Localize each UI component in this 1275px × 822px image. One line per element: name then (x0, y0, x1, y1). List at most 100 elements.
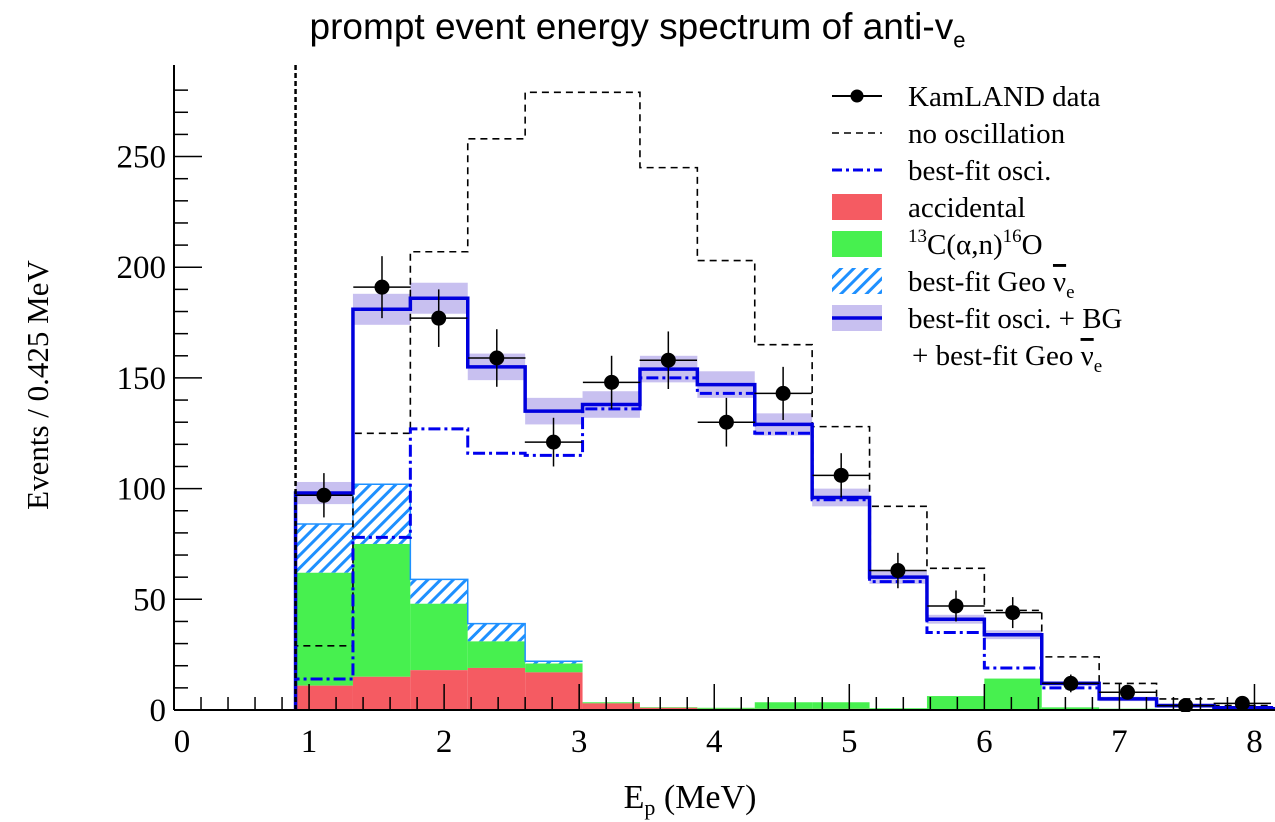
data-marker (948, 598, 964, 614)
data-point (984, 597, 1042, 629)
c13-bar (352, 543, 411, 677)
geo-bar (525, 661, 583, 664)
x-tick-label: 2 (436, 724, 453, 760)
c13-bar (984, 678, 1042, 710)
accidental-bar (295, 685, 353, 710)
plot-area (293, 91, 1275, 712)
data-marker (546, 434, 562, 450)
chart-title-subscript: e (953, 27, 966, 53)
y-tick-label: 50 (133, 582, 166, 618)
y-tick-label: 250 (117, 140, 167, 176)
chart-title: prompt event energy spectrum of anti-ve (0, 6, 1275, 53)
data-point (1156, 698, 1215, 712)
data-point (468, 329, 526, 387)
legend: KamLAND data no oscillation best-fit osci.… (832, 81, 1123, 377)
data-point (697, 397, 756, 447)
geo-outline (294, 483, 583, 710)
c13-bar (525, 663, 583, 673)
legend-label: KamLAND data (908, 81, 1101, 113)
y-tick-label: 100 (117, 472, 167, 508)
x-tick-label: 8 (1246, 724, 1263, 760)
accidental-bar (410, 670, 468, 710)
data-marker (833, 467, 849, 483)
legend-entry: best-fit Geo νe (832, 266, 1075, 303)
geo-bar (467, 623, 526, 642)
legend-swatch-geo (832, 268, 882, 294)
data-marker (431, 310, 447, 326)
c13-bar (639, 707, 698, 708)
legend-label: no oscillation (908, 118, 1066, 150)
x-tick-label: 6 (976, 724, 993, 760)
y-tick-label: 150 (117, 361, 167, 397)
accidental-bar (352, 676, 411, 710)
y-tick-label: 0 (150, 693, 167, 729)
data-point (582, 355, 641, 409)
accidental-bar (639, 707, 698, 710)
legend-swatch-accidental (832, 194, 882, 220)
data-marker (775, 385, 791, 401)
c13-bar (582, 702, 640, 704)
x-tick-label: 4 (706, 724, 723, 760)
x-tick-label: 5 (841, 724, 858, 760)
data-point (295, 473, 353, 518)
x-tick-label: 0 (174, 724, 191, 760)
data-marker (374, 279, 390, 295)
data-point (639, 331, 698, 389)
data-point (1042, 674, 1100, 693)
legend-entry: best-fit osci. (832, 155, 1051, 187)
legend-entry: best-fit osci. + BG (832, 303, 1123, 335)
data-point (524, 417, 583, 467)
accidental-bar (467, 667, 526, 710)
data-point (1213, 695, 1272, 711)
c13-bar (1041, 707, 1100, 710)
legend-label: best-fit osci. (908, 155, 1051, 187)
legend-swatch-data-marker (850, 89, 864, 103)
data-marker (1005, 605, 1021, 621)
accidental-bar (582, 703, 640, 710)
geo-bar (352, 484, 411, 544)
data-marker (890, 563, 906, 579)
data-point (353, 256, 411, 319)
c13-bar (410, 603, 468, 671)
data-point (927, 590, 985, 622)
data-point (812, 453, 870, 498)
legend-entry: accidental (832, 192, 1026, 224)
data-marker (1234, 695, 1250, 711)
x-tick-label: 1 (301, 724, 318, 760)
accidental-bar (525, 672, 583, 710)
c13-bar (812, 702, 870, 709)
c13-bar (467, 641, 526, 668)
y-axis-label: Events / 0.425 MeV (20, 260, 55, 510)
c13-bar (926, 696, 985, 710)
data-point (754, 366, 812, 420)
data-marker (718, 414, 734, 430)
total-fit-line (293, 296, 1275, 711)
data-marker (316, 487, 332, 503)
axes: 0 1 2 3 4 5 6 7 8 0 50 100 150 200 250 Ep (MeV) Events /… (20, 65, 1275, 820)
x-tick-label: 3 (571, 724, 588, 760)
x-axis-label: Ep (MeV) (624, 779, 757, 820)
chart-title-text: prompt event energy spectrum of anti-v (309, 6, 954, 47)
data-point (869, 552, 927, 589)
legend-swatch-c13 (832, 231, 882, 257)
legend-label: best-fit Geo νe (908, 266, 1075, 303)
data-marker (1063, 675, 1079, 691)
data-marker (1120, 684, 1136, 700)
c13-bar (295, 572, 353, 686)
c13-bar (754, 702, 813, 709)
x-tick-label: 7 (1111, 724, 1128, 760)
y-tick-label: 200 (117, 250, 167, 286)
legend-entry: KamLAND data (832, 81, 1101, 113)
legend-label: + best-fit Geo νe (912, 340, 1102, 377)
legend-label: 13C(α,n)16O (908, 226, 1043, 261)
c13-bar (697, 707, 755, 709)
legend-entry: 13C(α,n)16O (832, 226, 1043, 261)
geo-bar (410, 579, 468, 604)
data-marker (1178, 698, 1194, 712)
geo-bar (295, 524, 353, 573)
legend-entry: + best-fit Geo νe (912, 340, 1102, 377)
data-point (410, 289, 468, 347)
legend-entry: no oscillation (832, 118, 1066, 150)
data-point (1098, 684, 1157, 700)
